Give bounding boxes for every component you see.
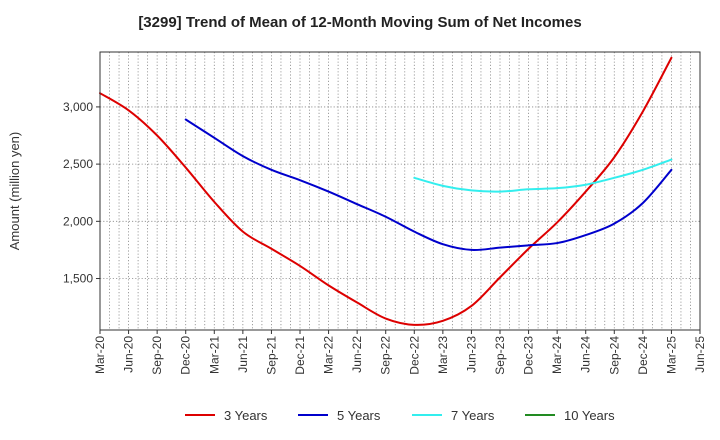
grid-layer: [100, 52, 700, 330]
x-tick-label: Sep-24: [607, 336, 621, 375]
x-tick-label: Jun-20: [122, 336, 136, 373]
x-tick-label: Mar-25: [664, 336, 678, 374]
y-tick-labels: 1,500 2,000 2,500 3,000: [63, 100, 100, 286]
y-tick-label: 2,000: [63, 214, 93, 228]
x-tick-label: Mar-23: [436, 336, 450, 374]
x-tick-labels: Mar-20 Jun-20 Sep-20 Dec-20 Mar-21 Jun-21 Sep-…: [93, 330, 707, 375]
y-axis-title: Amount (million yen): [7, 132, 22, 251]
plot-frame: [99, 51, 701, 331]
x-tick-label: Mar-21: [207, 336, 221, 374]
legend-label: 7 Years: [451, 408, 495, 423]
x-tick-label: Sep-23: [493, 336, 507, 375]
y-tick-label: 2,500: [63, 157, 93, 171]
x-tick-label: Sep-22: [379, 336, 393, 375]
legend: 3 Years 5 Years 7 Years 10 Years: [185, 408, 615, 423]
x-tick-label: Mar-22: [322, 336, 336, 374]
legend-label: 10 Years: [564, 408, 615, 423]
legend-label: 3 Years: [224, 408, 268, 423]
x-tick-label: Dec-20: [179, 336, 193, 375]
x-tick-label: Jun-22: [350, 336, 364, 373]
x-tick-label: Jun-24: [579, 336, 593, 373]
series-line-5-years: [184, 118, 673, 252]
x-tick-label: Jun-21: [236, 336, 250, 373]
series-layer: [99, 56, 673, 326]
chart-title: [3299] Trend of Mean of 12-Month Moving …: [138, 14, 582, 31]
series-line-7-years: [413, 158, 673, 193]
x-tick-label: Mar-20: [93, 336, 107, 374]
legend-label: 5 Years: [337, 408, 381, 423]
x-tick-label: Dec-24: [636, 336, 650, 375]
x-tick-label: Sep-20: [150, 336, 164, 375]
x-tick-label: Jun-25: [693, 336, 707, 373]
y-tick-label: 3,000: [63, 100, 93, 114]
x-tick-label: Dec-21: [293, 336, 307, 375]
series-line-3-years: [99, 56, 673, 326]
x-tick-label: Mar-24: [550, 336, 564, 374]
x-tick-label: Dec-22: [407, 336, 421, 375]
plot-area: [100, 52, 700, 330]
y-tick-label: 1,500: [63, 272, 93, 286]
x-tick-label: Sep-21: [264, 336, 278, 375]
x-tick-label: Jun-23: [464, 336, 478, 373]
x-tick-label: Dec-23: [522, 336, 536, 375]
